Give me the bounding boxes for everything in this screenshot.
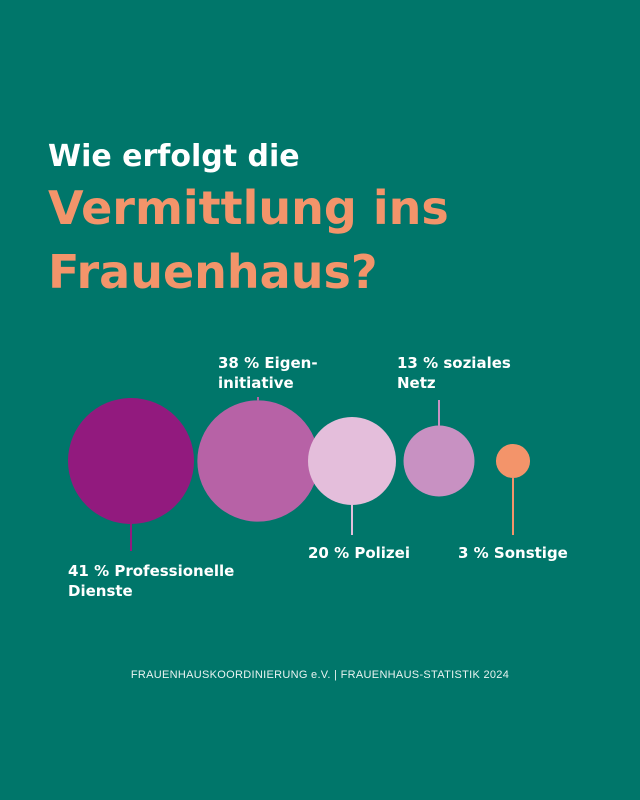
bubble-label-line2-1: initiative [218,374,294,392]
bubble-3 [403,425,475,497]
bubble-chart: 41 % Professionelle Dienste 38 % Eigen-ini… [68,354,568,600]
bubble-label-0: 41 % Professionelle [68,562,234,580]
title-line-1: Wie erfolgt die [48,139,300,174]
title-block: Wie erfolgt die Vermittlung ins Frauenha… [48,140,449,304]
title-line-2b: Frauenhaus? [48,245,378,299]
title-line-2a: Vermittlung ins [48,181,449,235]
bubble-label-3: 13 % soziales [397,354,511,372]
bubble-1 [197,400,319,522]
bubble-label-2: 20 % Polizei [308,544,410,562]
source-note: FRAUENHAUSKOORDINIERUNG e.V. | FRAUENHAU… [130,669,510,681]
bubble-label-1: 38 % Eigen- [218,354,318,372]
bubble-0 [68,398,194,524]
bubble-2 [307,416,397,506]
title-line-2: Vermittlung ins Frauenhaus? [48,176,449,304]
bubble-label-4: 3 % Sonstige [458,544,568,562]
bubble-label-line2-0: Dienste [68,582,133,600]
bubble-4 [495,443,531,479]
bubble-label-line2-3: Netz [397,374,436,392]
